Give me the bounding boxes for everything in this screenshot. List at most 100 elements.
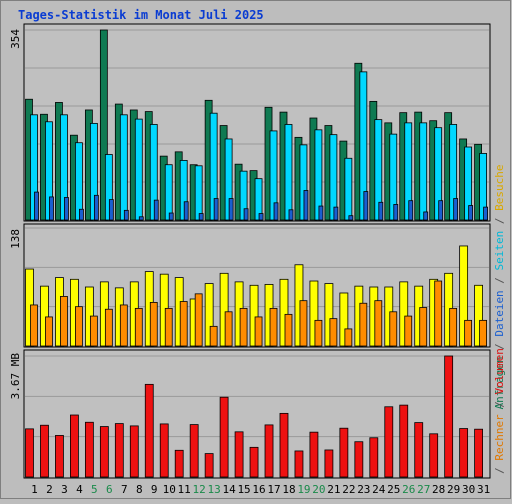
bar-volumen [444,355,454,478]
bar-volumen [279,412,289,478]
top-ymax-label: 354 [9,29,22,49]
bar-seiten [34,191,39,221]
bar-dateien [89,122,98,221]
bar-volumen [174,449,184,478]
bar-rechner [359,302,368,347]
x-tick-label: 12 [193,483,206,496]
bar-besuche [279,278,289,347]
bar-besuche [309,280,319,347]
bar-volumen [40,424,49,478]
bar-besuche [399,281,409,347]
x-tick-label: 23 [357,483,370,496]
bar-volumen [189,424,199,478]
bar-dateien [344,157,353,221]
bar-dateien [479,153,488,221]
bar-seiten [318,205,324,221]
bar-anfragen [99,29,108,221]
x-tick-label: 20 [312,483,325,496]
bar-seiten [273,202,279,221]
bar-rechner [299,300,308,347]
bar-besuche [324,283,334,347]
bar-dateien [419,122,428,221]
bar-volumen [159,423,169,478]
bar-dateien [119,114,128,221]
bar-seiten [333,206,339,221]
legend-lower: / Rechner / Volumen [493,348,506,474]
bar-dateien [284,124,293,221]
bar-dateien [75,142,83,221]
bar-rechner [374,300,383,347]
legend-entry: Seiten [493,231,506,277]
bar-dateien [104,154,113,221]
bar-dateien [269,130,278,221]
bar-seiten [468,205,474,221]
bar-seiten [408,200,414,221]
bar-rechner [344,328,353,347]
bar-volumen [474,428,484,478]
bar-besuche [474,284,484,347]
bar-rechner [89,315,98,347]
bar-besuche [40,285,49,347]
bar-rechner [45,316,53,347]
legend-entry: Rechner [493,414,506,467]
bar-besuche [219,272,229,347]
x-tick-label: 21 [327,483,340,496]
bar-seiten [393,204,399,221]
x-tick-label: 6 [106,483,113,496]
bar-rechner [194,293,203,347]
bar-dateien [329,134,338,221]
bar-volumen [369,437,379,478]
bar-rechner [329,318,338,347]
bar-rechner [119,304,128,347]
bar-rechner [254,316,263,347]
bar-volumen [84,421,94,478]
bar-dateien [149,124,158,221]
bar-rechner [239,307,248,347]
bar-volumen [219,396,229,478]
bar-rechner [404,315,413,347]
bar-seiten [93,194,99,221]
bar-volumen [204,453,214,478]
bar-dateien [179,160,188,221]
bar-seiten [153,199,159,221]
bar-besuche [204,283,214,347]
bar-seiten [183,201,189,221]
x-tick-label: 3 [61,483,68,496]
bar-seiten [168,212,174,221]
bar-seiten [64,197,69,221]
bar-volumen [114,423,124,478]
x-tick-label: 7 [121,483,128,496]
bar-rechner [389,311,398,347]
bar-seiten [79,208,84,221]
legend-entry: Anfragen [493,357,506,410]
bar-dateien [134,118,143,221]
legend-entry: / [493,467,506,474]
bar-seiten [348,215,354,221]
bar-volumen [354,441,364,478]
x-tick-label: 1 [31,483,38,496]
bar-volumen [70,414,79,478]
x-tick-label: 14 [222,483,236,496]
x-tick-label: 5 [91,483,98,496]
bar-dateien [164,164,173,221]
bar-dateien [254,178,263,221]
bar-dateien [359,71,368,221]
bar-seiten [483,206,489,221]
bar-besuche [249,284,259,347]
legend-entry: Besuche [493,164,506,217]
bar-seiten [138,216,144,221]
bar-besuche [459,245,469,347]
bar-volumen [309,431,319,478]
x-tick-label: 9 [151,483,158,496]
bar-seiten [108,199,114,221]
x-tick-label: 31 [477,483,490,496]
bar-rechner [419,307,428,347]
bar-rechner [449,307,458,347]
bar-volumen [399,404,409,478]
bar-dateien [404,122,413,221]
x-tick-label: 19 [297,483,310,496]
bar-rechner [434,280,443,347]
bar-rechner [164,307,173,347]
